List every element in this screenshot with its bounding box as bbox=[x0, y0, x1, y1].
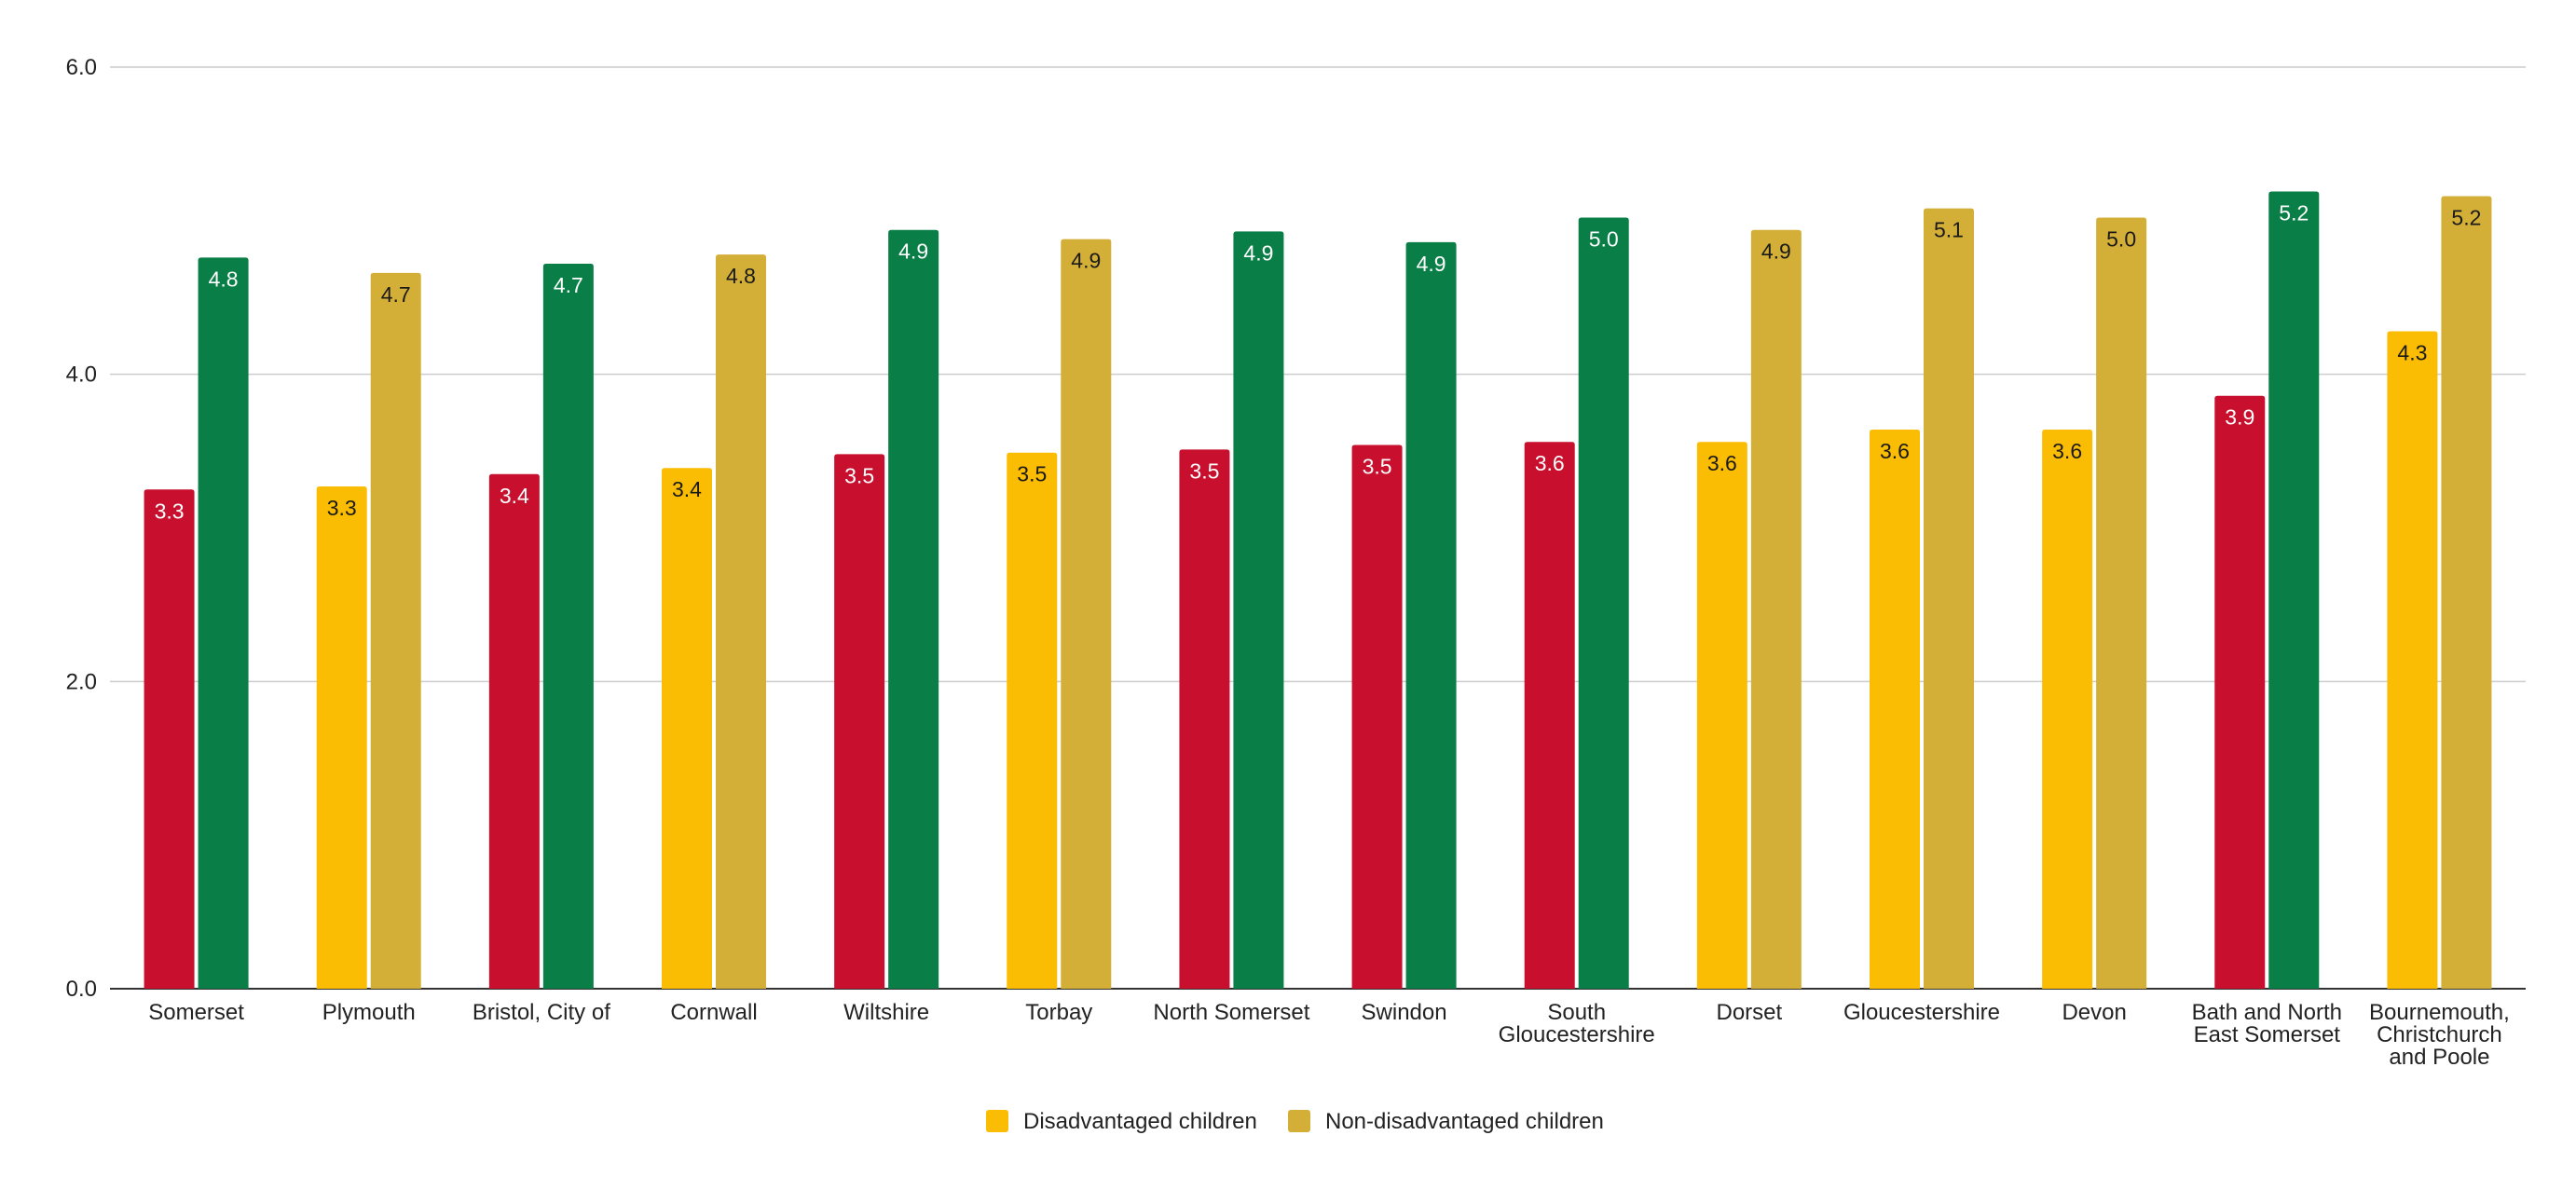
x-tick-label: Somerset bbox=[148, 1000, 244, 1025]
x-tick-label: Cornwall bbox=[670, 1000, 757, 1025]
bar-disadvantaged[interactable] bbox=[1007, 452, 1058, 989]
data-label: 3.3 bbox=[327, 496, 357, 520]
bar-non-disadvantaged[interactable] bbox=[1405, 241, 1457, 989]
bar-disadvantaged[interactable] bbox=[2387, 331, 2438, 990]
x-axis-ticks: Somerset Plymouth Bristol, City of Cornwall… bbox=[148, 1000, 2510, 1070]
bar-disadvantaged[interactable] bbox=[144, 489, 195, 989]
bar-disadvantaged[interactable] bbox=[662, 468, 712, 990]
data-label: 4.8 bbox=[726, 264, 756, 288]
y-tick-label: 6.0 bbox=[66, 55, 97, 80]
data-label: 5.0 bbox=[2106, 227, 2136, 252]
bar-disadvantaged[interactable] bbox=[316, 486, 367, 989]
bar-disadvantaged[interactable] bbox=[1351, 445, 1403, 989]
data-label: 4.9 bbox=[1243, 240, 1273, 265]
data-label: 3.6 bbox=[1880, 439, 1910, 463]
legend-label[interactable]: Disadvantaged children bbox=[1023, 1109, 1257, 1134]
bar-disadvantaged[interactable] bbox=[2214, 395, 2266, 989]
bar-non-disadvantaged[interactable] bbox=[1750, 229, 1802, 989]
data-label: 4.8 bbox=[209, 267, 239, 291]
bar-non-disadvantaged[interactable] bbox=[1578, 217, 1629, 989]
y-axis-ticks: 0.0 2.0 4.0 6.0 bbox=[66, 55, 97, 1002]
bar-non-disadvantaged[interactable] bbox=[198, 257, 249, 990]
data-label: 5.2 bbox=[2279, 201, 2309, 226]
data-label: 4.9 bbox=[1417, 252, 1446, 276]
legend-label[interactable]: Non-disadvantaged children bbox=[1325, 1109, 1604, 1134]
data-label: 4.9 bbox=[1761, 239, 1791, 264]
bar-non-disadvantaged[interactable] bbox=[716, 254, 766, 989]
legend-swatch bbox=[986, 1110, 1008, 1132]
bar-non-disadvantaged[interactable] bbox=[370, 272, 421, 989]
x-tick-label: North Somerset bbox=[1153, 1000, 1309, 1025]
bar-non-disadvantaged[interactable] bbox=[1924, 208, 1974, 989]
data-label: 3.5 bbox=[1189, 458, 1219, 483]
bar-non-disadvantaged[interactable] bbox=[888, 229, 939, 989]
x-tick-label: Dorset bbox=[1717, 1000, 1783, 1025]
data-label: 4.7 bbox=[381, 282, 411, 307]
x-tick-label: Torbay bbox=[1025, 1000, 1092, 1025]
data-label: 3.5 bbox=[1017, 462, 1047, 486]
x-tick-label: Gloucestershire bbox=[1499, 1022, 1655, 1047]
x-tick-label: Christchurch bbox=[2377, 1022, 2502, 1047]
x-tick-label: Gloucestershire bbox=[1843, 1000, 2000, 1025]
data-label: 3.4 bbox=[500, 484, 529, 508]
data-label: 4.7 bbox=[554, 273, 583, 297]
data-label: 3.9 bbox=[2225, 405, 2254, 430]
data-label: 3.6 bbox=[1535, 451, 1565, 475]
data-label: 5.2 bbox=[2451, 205, 2481, 229]
bar-disadvantaged[interactable] bbox=[1524, 442, 1575, 989]
bar-non-disadvantaged[interactable] bbox=[542, 263, 594, 989]
data-label: 3.5 bbox=[844, 463, 874, 487]
y-tick-label: 0.0 bbox=[66, 977, 97, 1002]
x-tick-label: South bbox=[1547, 1000, 1606, 1025]
bar-disadvantaged[interactable] bbox=[834, 454, 885, 989]
data-label: 3.5 bbox=[1363, 454, 1392, 478]
bar-non-disadvantaged[interactable] bbox=[2441, 196, 2492, 989]
data-label: 4.9 bbox=[898, 239, 928, 264]
data-label: 5.1 bbox=[1934, 218, 1964, 242]
data-label: 4.9 bbox=[1071, 249, 1101, 273]
gridlines bbox=[110, 66, 2526, 990]
x-tick-label: Plymouth bbox=[322, 1000, 416, 1025]
bar-disadvantaged[interactable] bbox=[1179, 449, 1230, 989]
x-tick-label: East Somerset bbox=[2194, 1022, 2341, 1047]
data-label: 3.6 bbox=[2052, 439, 2082, 463]
bar-disadvantaged[interactable] bbox=[488, 473, 540, 989]
bar-disadvantaged[interactable] bbox=[1696, 442, 1747, 989]
bar-disadvantaged[interactable] bbox=[1870, 430, 1920, 989]
x-tick-label: Bristol, City of bbox=[473, 1000, 610, 1025]
bar-non-disadvantaged[interactable] bbox=[2096, 217, 2147, 989]
bar-disadvantaged[interactable] bbox=[2042, 430, 2093, 989]
y-tick-label: 4.0 bbox=[66, 362, 97, 388]
legend-swatch bbox=[1288, 1110, 1310, 1132]
y-tick-label: 2.0 bbox=[66, 669, 97, 694]
bars: 3.3 4.8 3.3 4.7 3.4 4.7 3.4 4.8 3.5 4.9 3.5 4.9 3.5 4… bbox=[144, 191, 2492, 990]
x-tick-label: Bath and North bbox=[2192, 1000, 2342, 1025]
bar-non-disadvantaged[interactable] bbox=[1061, 239, 1112, 989]
bar-non-disadvantaged[interactable] bbox=[1233, 231, 1284, 989]
x-tick-label: Wiltshire bbox=[843, 1000, 929, 1025]
bar-non-disadvantaged[interactable] bbox=[2268, 191, 2320, 989]
data-label: 3.4 bbox=[672, 477, 702, 501]
legend[interactable]: Disadvantaged children Non-disadvantaged … bbox=[986, 1109, 1604, 1134]
data-label: 4.3 bbox=[2397, 341, 2427, 365]
x-tick-label: and Poole bbox=[2389, 1045, 2489, 1070]
x-tick-label: Bournemouth, bbox=[2369, 1000, 2510, 1025]
data-label: 3.3 bbox=[155, 499, 185, 523]
x-tick-label: Devon bbox=[2062, 1000, 2126, 1025]
data-label: 3.6 bbox=[1707, 451, 1737, 475]
data-label: 5.0 bbox=[1589, 227, 1619, 252]
x-tick-label: Swindon bbox=[1362, 1000, 1447, 1025]
